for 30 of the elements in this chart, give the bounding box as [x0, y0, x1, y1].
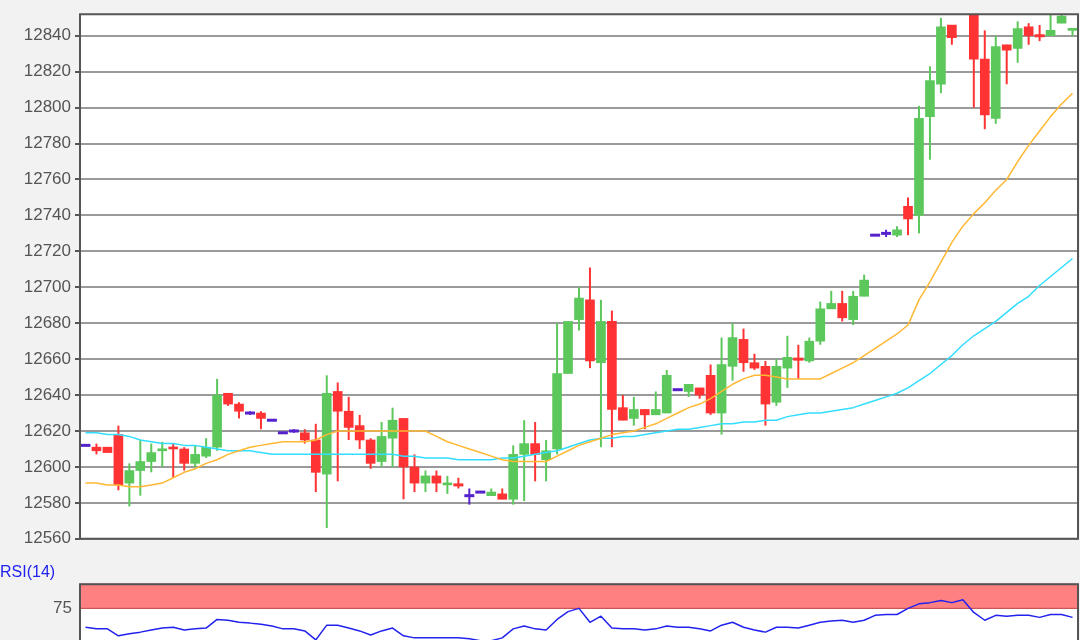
- candlestick: [1012, 20, 1023, 64]
- y-tick-label: 12840: [23, 25, 71, 45]
- y-tick-label: 12780: [23, 133, 71, 153]
- chart-title: RSI(14): [0, 563, 56, 581]
- candlestick: [157, 440, 168, 468]
- candlestick: [574, 286, 584, 332]
- text: 75: [53, 598, 72, 618]
- y-tick-label: 12720: [23, 241, 71, 261]
- y-tick-label: 12560: [23, 528, 71, 548]
- y-tick-label: 12620: [23, 420, 71, 440]
- y-tick-label: 12660: [23, 348, 71, 368]
- candlestick: [793, 343, 804, 380]
- candlestick: [179, 446, 190, 472]
- candlestick: [1023, 22, 1034, 46]
- y-tick-label: 12820: [23, 61, 71, 81]
- candlestick: [639, 408, 650, 431]
- y-tick-label: 12640: [23, 384, 71, 404]
- candlestick: [629, 395, 639, 427]
- y-tick-label: 12760: [23, 169, 71, 189]
- candlestick: [1001, 43, 1012, 86]
- candlestick: [903, 196, 913, 237]
- y-tick-label: 12680: [23, 312, 71, 332]
- y-tick-label: 12580: [23, 492, 71, 512]
- y-tick-label: 12740: [23, 205, 71, 225]
- candlestick: [1045, 13, 1056, 37]
- candlestick: [837, 289, 848, 323]
- y-tick-label: 12600: [23, 456, 71, 476]
- y-tick-label: 12700: [23, 276, 71, 296]
- candlestick: [530, 421, 540, 483]
- y-tick-label: 12800: [23, 97, 71, 117]
